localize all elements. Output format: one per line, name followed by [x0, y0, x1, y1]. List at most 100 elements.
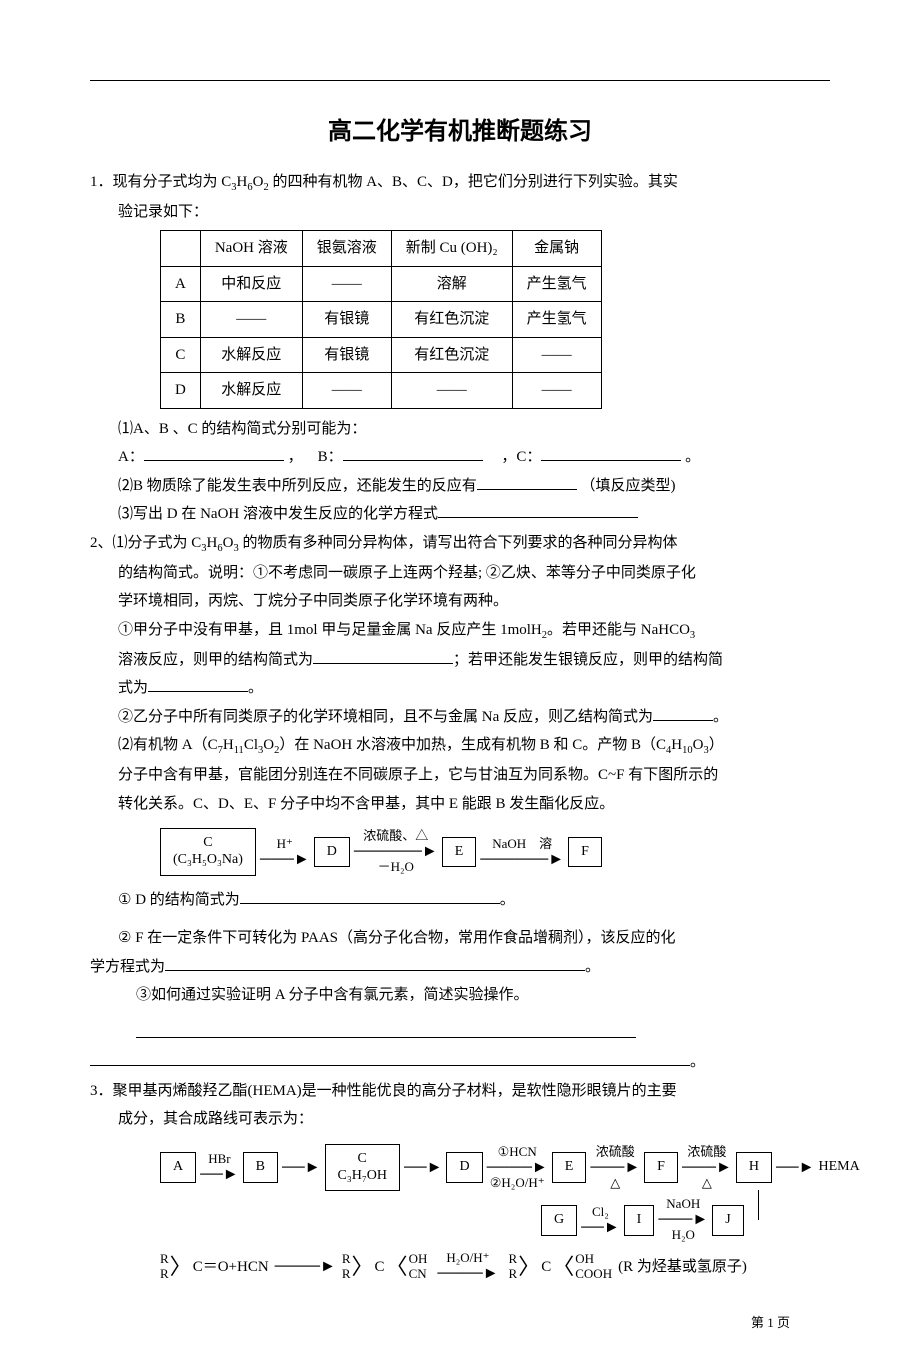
- rr: R R: [342, 1252, 351, 1281]
- q1-prompt-a: 1．现有分子式均为 C: [90, 174, 231, 190]
- s: 11: [234, 745, 244, 756]
- frag-1: R R 〉 C＝O+HCN: [160, 1252, 269, 1281]
- t: ①甲分子中没有甲基，且 1mol 甲与足量金属 Na 反应产生 1molH: [118, 622, 542, 638]
- arrow-icon: ──►: [776, 1160, 815, 1176]
- t: H: [671, 737, 682, 753]
- arrow-icon: ──────►: [480, 852, 564, 868]
- table-row: D 水解反应 —— —— ——: [161, 373, 602, 409]
- label-b: ， B：: [288, 449, 343, 465]
- box-a: A: [160, 1152, 196, 1183]
- q3-reaction: R R 〉 C＝O+HCN ────► R R 〉 C 〈 OH CN: [160, 1251, 830, 1282]
- t: O: [693, 737, 704, 753]
- lab-de-top: ①HCN: [498, 1145, 537, 1160]
- table-row: C 水解反应 有银镜 有红色沉淀 ——: [161, 337, 602, 373]
- r: R: [509, 1267, 518, 1281]
- cell: 有银镜: [302, 302, 391, 338]
- t: 式为: [118, 680, 148, 696]
- q1-sub3: ⑶写出 D 在 NaOH 溶液中发生反应的化学方程式: [90, 500, 830, 529]
- t: ）: [709, 737, 724, 753]
- t: ）在 NaOH 水溶液中加热，生成有机物 B 和 C。产物 B（C: [279, 737, 666, 753]
- q2-p9: 分子中含有甲基，官能团分别连在不同碳原子上，它与甘油互为同系物。C~F 有下图所…: [90, 761, 830, 790]
- blank: [313, 648, 453, 664]
- lab-de-bot: ②H₂O/H⁺: [490, 1176, 545, 1191]
- th-3: 新制 Cu (OH)₂: [391, 231, 512, 267]
- cell: 有银镜: [302, 337, 391, 373]
- arrow-icon: ───►: [260, 852, 310, 868]
- t: H: [207, 535, 218, 551]
- top: OH: [409, 1252, 428, 1266]
- t: O: [223, 535, 234, 551]
- end: 。: [690, 1054, 705, 1070]
- box-e: E: [552, 1152, 587, 1183]
- label-c: ，C：: [486, 449, 541, 465]
- rr: R R: [160, 1252, 169, 1281]
- q2-p8: ⑵有机物 A（C7H11Cl3O2）在 NaOH 水溶液中加热，生成有机物 B …: [90, 731, 830, 761]
- arrow-cd: ──►: [404, 1160, 443, 1176]
- q1-sub1: ⑴A、B 、C 的结构简式分别可能为：: [90, 415, 830, 444]
- q2-p12: ② F 在一定条件下可转化为 PAAS（高分子化合物，常用作食品增稠剂），该反应…: [90, 924, 830, 953]
- blank-b: [343, 445, 483, 461]
- cell: 有红色沉淀: [391, 302, 512, 338]
- blank: [136, 1022, 636, 1038]
- c-bot: (C₃H₅O₃Na): [173, 852, 243, 869]
- q2-p4: ①甲分子中没有甲基，且 1mol 甲与足量金属 Na 反应产生 1molH2。若…: [90, 616, 830, 646]
- box-g: G: [541, 1205, 577, 1236]
- t: ① D 的结构简式为: [118, 892, 240, 908]
- flow-box-e: E: [442, 837, 477, 868]
- q2-flow: C (C₃H₅O₃Na) H⁺ ───► D 浓硫酸、△ ──────► －H₂…: [160, 828, 830, 876]
- arrow-ef: 浓硫酸 ───► △: [590, 1145, 640, 1191]
- arrow-de: 浓硫酸、△ ──────► －H₂O: [354, 829, 438, 875]
- q2-p10: 转化关系。C、D、E、F 分子中均不含甲基，其中 E 能跟 B 发生酯化反应。: [90, 790, 830, 819]
- q1-prompt-c: O: [253, 174, 264, 190]
- q1-prompt-d: 的四种有机物 A、B、C、D，把它们分别进行下列实验。其实: [269, 174, 678, 190]
- bot: COOH: [575, 1267, 612, 1281]
- q2-p6: 式为。: [90, 674, 830, 703]
- table-row: B —— 有银镜 有红色沉淀 产生氢气: [161, 302, 602, 338]
- cell: 产生氢气: [512, 266, 601, 302]
- question-2: 2、⑴分子式为 C3H6O3 的物质有多种同分异构体，请写出符合下列要求的各种同…: [90, 529, 830, 1077]
- th-1: NaOH 溶液: [200, 231, 302, 267]
- blank: [438, 502, 638, 518]
- q1-prompt-e: 验记录如下：: [90, 198, 830, 227]
- frag-2: R R 〉 C 〈 OH CN: [342, 1252, 428, 1281]
- lab-ij-bot: H₂O: [672, 1228, 695, 1243]
- table-header-row: NaOH 溶液 银氨溶液 新制 Cu (OH)₂ 金属钠: [161, 231, 602, 267]
- lab1: H⁺: [277, 837, 293, 852]
- q1-prompt: 1．现有分子式均为 C3H6O2 的四种有机物 A、B、C、D，把它们分别进行下…: [90, 168, 830, 198]
- flow-top-row: A HBr ──► B ──► C C₃H₇OH ──►: [160, 1144, 860, 1192]
- arrow-icon: ────►: [487, 1160, 548, 1176]
- flow-bottom-row: G Cl₂ ──► I NaOH ───► H₂O J: [541, 1197, 759, 1243]
- r: R: [509, 1252, 518, 1266]
- cell: B: [161, 302, 201, 338]
- cell: 水解反应: [200, 373, 302, 409]
- q1-sub2: ⑵B 物质除了能发生表中所列反应，还能发生的反应有 （填反应类型): [90, 472, 830, 501]
- tail: (R 为烃基或氢原子): [618, 1253, 747, 1282]
- t: ② F 在一定条件下可转化为 PAAS（高分子化合物，常用作食品增稠剂），该反应…: [118, 930, 676, 946]
- lab-gi: Cl₂: [592, 1205, 609, 1220]
- arrow-icon: ──►: [200, 1167, 239, 1183]
- frag-3: R R 〉 C 〈 OH COOH: [509, 1252, 613, 1281]
- t: ②乙分子中所有同类原子的化学环境相同，且不与金属 Na 反应，则乙结构简式为: [118, 709, 653, 725]
- q2-p2: 的结构简式。说明：①不考虑同一碳原子上连两个羟基; ②乙炔、苯等分子中同类原子化: [90, 559, 830, 588]
- lab2-bot: －H₂O: [378, 860, 414, 875]
- th-4: 金属钠: [512, 231, 601, 267]
- q2-p11: ① D 的结构简式为。: [90, 886, 830, 915]
- arrow-cd: H⁺ ───►: [260, 837, 310, 868]
- q1-prompt-b: H: [237, 174, 248, 190]
- bot: CN: [409, 1267, 427, 1281]
- c-bot: C₃H₇OH: [338, 1168, 387, 1185]
- lab-ij-top: NaOH: [666, 1197, 700, 1212]
- question-3: 3．聚甲基丙烯酸羟乙酯(HEMA)是一种性能优良的高分子材料，是软性隐形眼镜片的…: [90, 1077, 830, 1282]
- q2-blankline1: [90, 1020, 830, 1049]
- q2-p3: 学环境相同，丙烷、丁烷分子中同类原子化学环境有两种。: [90, 587, 830, 616]
- hema-label: HEMA: [818, 1154, 859, 1181]
- cell: ——: [391, 373, 512, 409]
- box-c: C C₃H₇OH: [325, 1144, 400, 1192]
- cell: 有红色沉淀: [391, 337, 512, 373]
- cell: ——: [512, 337, 601, 373]
- cell: 水解反应: [200, 337, 302, 373]
- lab2-top: 浓硫酸、△: [363, 829, 428, 844]
- page-title: 高二化学有机推断题练习: [90, 111, 830, 146]
- box-i: I: [624, 1205, 655, 1236]
- q2-p5: 溶液反应，则甲的结构简式为；若甲还能发生银镜反应，则甲的结构简: [90, 646, 830, 675]
